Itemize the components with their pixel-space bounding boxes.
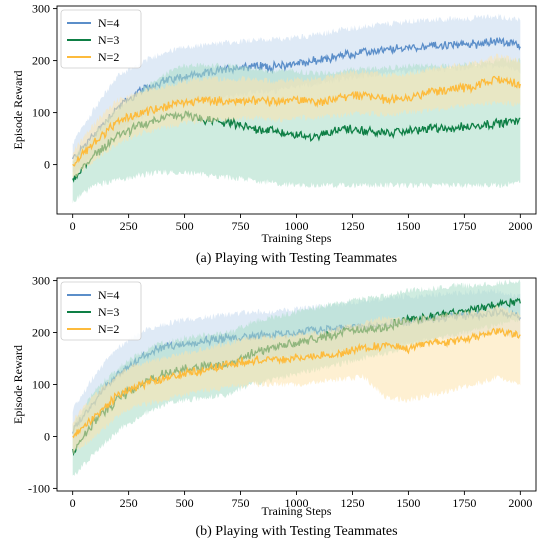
x-tick-label: 250 xyxy=(120,219,138,233)
legend-label: N=4 xyxy=(98,16,119,30)
x-tick-label: 1250 xyxy=(340,496,364,510)
x-tick-label: 500 xyxy=(176,496,194,510)
chart-panel-a: 0 250 500 750 1000 1250 1500 1750 2000 0 100 200 300… xyxy=(11,2,537,266)
x-tick-label: 1250 xyxy=(340,219,364,233)
chart-panel-b: 0 250 500 750 1000 1250 1500 1750 2000 -100 0 100 20… xyxy=(11,274,537,539)
x-tick-label: 0 xyxy=(70,219,76,233)
legend: N=4 N=3 N=2 xyxy=(60,281,142,341)
series-line-n2 xyxy=(72,327,521,439)
chart-caption: (b) Playing with Testing Teammates xyxy=(195,524,397,539)
y-tick-label: -100 xyxy=(28,481,50,495)
x-axis-label: Training Steps xyxy=(262,231,332,245)
x-tick-label: 1000 xyxy=(285,496,309,510)
y-tick-label: 300 xyxy=(32,2,50,16)
x-tick-label: 1750 xyxy=(452,496,476,510)
x-tick-label: 1750 xyxy=(452,219,476,233)
y-axis-label: Episode Reward xyxy=(11,71,25,150)
x-axis-label: Training Steps xyxy=(262,504,332,518)
y-tick-label: 300 xyxy=(32,274,50,288)
series-line-n2 xyxy=(72,75,521,167)
legend-label: N=2 xyxy=(98,50,119,64)
legend: N=4 N=3 N=2 xyxy=(60,9,142,69)
x-tick-label: 750 xyxy=(232,496,250,510)
series-band-n2 xyxy=(72,53,521,178)
y-tick-label: 0 xyxy=(44,429,50,443)
y-tick-label: 200 xyxy=(32,326,50,340)
y-tick-label: 100 xyxy=(32,106,50,120)
legend-label: N=2 xyxy=(98,322,119,336)
legend-label: N=4 xyxy=(98,288,119,302)
y-tick-label: 100 xyxy=(32,378,50,392)
x-tick-label: 1500 xyxy=(396,496,420,510)
x-tick-label: 500 xyxy=(176,219,194,233)
x-tick-label: 250 xyxy=(120,496,138,510)
x-tick-label: 2000 xyxy=(508,219,532,233)
chart-caption: (a) Playing with Testing Teammates xyxy=(196,251,397,266)
y-tick-label: 200 xyxy=(32,54,50,68)
legend-box xyxy=(60,281,142,341)
series-band-n2 xyxy=(72,304,521,455)
legend-label: N=3 xyxy=(98,33,119,47)
series-band-n4 xyxy=(72,13,521,175)
x-tick-label: 2000 xyxy=(508,496,532,510)
x-tick-label: 0 xyxy=(70,496,76,510)
x-tick-label: 1500 xyxy=(396,219,420,233)
y-tick-label: 0 xyxy=(44,158,50,172)
y-axis-label: Episode Reward xyxy=(11,345,25,424)
x-tick-label: 1000 xyxy=(285,219,309,233)
x-tick-label: 750 xyxy=(232,219,250,233)
legend-label: N=3 xyxy=(98,305,119,319)
legend-box xyxy=(60,9,142,69)
